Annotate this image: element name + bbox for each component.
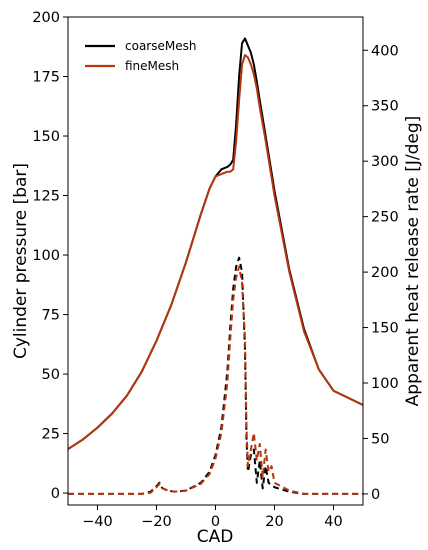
series-line-2-heat-release bbox=[68, 256, 363, 495]
left-y-axis: 0 25 50 75 100 125 150 175 200 bbox=[32, 10, 68, 502]
right-y-tick-label: 400 bbox=[371, 43, 399, 59]
right-y-tick-label: 300 bbox=[371, 154, 399, 170]
right-y-tick-label: 0 bbox=[371, 487, 380, 503]
right-y-axis-label: Apparent heat release rate [J/deg] bbox=[403, 116, 423, 407]
series-layer bbox=[67, 37, 364, 495]
right-y-tick-label: 200 bbox=[371, 265, 399, 281]
right-y-tick-label: 100 bbox=[371, 376, 399, 392]
right-y-axis: 0 50 100 150 200 250 300 350 400 bbox=[363, 43, 399, 503]
right-y-tick-label: 150 bbox=[371, 321, 399, 337]
right-y-tick-label: 50 bbox=[371, 431, 389, 447]
left-y-tick-label: 25 bbox=[42, 427, 60, 443]
legend: coarseMesh fineMesh bbox=[85, 39, 196, 73]
x-axis: −40 −20 0 20 40 bbox=[82, 505, 343, 530]
left-y-tick-label: 75 bbox=[42, 308, 60, 324]
x-tick-label: 0 bbox=[211, 514, 220, 530]
right-y-tick-label: 350 bbox=[371, 99, 399, 115]
left-y-tick-label: 100 bbox=[32, 248, 60, 264]
plot-background bbox=[68, 17, 363, 505]
left-y-tick-label: 175 bbox=[32, 70, 60, 86]
x-tick-label: −40 bbox=[82, 514, 113, 530]
x-tick-label: 20 bbox=[265, 514, 283, 530]
left-y-tick-label: 150 bbox=[32, 129, 60, 145]
series-line-3-heat-release bbox=[68, 265, 363, 495]
x-axis-label: CAD bbox=[197, 527, 234, 547]
x-tick-label: −20 bbox=[141, 514, 172, 530]
legend-label-finemesh: fineMesh bbox=[125, 59, 179, 73]
left-y-tick-label: 200 bbox=[32, 10, 60, 26]
left-y-axis-label: Cylinder pressure [bar] bbox=[11, 163, 31, 359]
x-tick-label: 40 bbox=[324, 514, 342, 530]
legend-label-coarsemesh: coarseMesh bbox=[125, 39, 196, 53]
right-y-tick-label: 250 bbox=[371, 210, 399, 226]
left-y-tick-label: 0 bbox=[51, 486, 60, 502]
left-y-tick-label: 50 bbox=[42, 367, 60, 383]
series-line-1-pressure bbox=[67, 54, 364, 450]
left-y-tick-label: 125 bbox=[32, 189, 60, 205]
